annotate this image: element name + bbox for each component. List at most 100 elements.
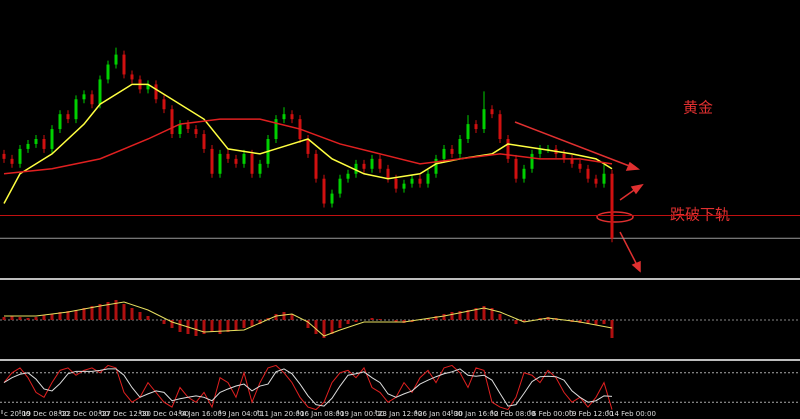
candle-body	[242, 153, 246, 164]
candle-body	[258, 163, 262, 174]
candle-body	[354, 163, 358, 174]
arrowhead	[631, 260, 641, 273]
candle-body	[458, 139, 462, 154]
candle-body	[178, 124, 182, 135]
candle-body	[130, 74, 134, 80]
moving-average	[3, 83, 613, 204]
candle-body	[82, 94, 86, 100]
arrow	[619, 231, 638, 266]
candle-body	[170, 109, 174, 135]
x-tick-label: 23 Jan 12:00	[378, 410, 422, 418]
candle-body	[466, 124, 470, 139]
candle-body	[306, 139, 310, 154]
oscillator-line	[3, 368, 613, 407]
arrow	[514, 121, 633, 168]
candle-body	[322, 178, 326, 204]
x-tick-label: 2 Feb 08:00	[494, 410, 535, 418]
candle-body	[378, 158, 382, 169]
candle-body	[594, 178, 598, 184]
candle-body	[538, 148, 542, 154]
candle-body	[58, 114, 62, 130]
candle-body	[346, 173, 350, 179]
x-tick-label: 26 Jan 04:00	[418, 410, 462, 418]
x-tick-label: 19 Jan 00:00	[340, 410, 384, 418]
candle-body	[570, 158, 574, 164]
candle-body	[402, 183, 406, 189]
candle-body	[450, 148, 454, 154]
x-tick-label: 27 Dec 12:00	[102, 410, 149, 418]
arrowhead	[625, 161, 641, 171]
x-tick-label: 30 Dec 04:00	[142, 410, 189, 418]
x-tick-label: 16 Jan 08:00	[300, 410, 344, 418]
candle-body	[370, 158, 374, 169]
candle-body	[586, 168, 590, 179]
candle-body	[186, 124, 190, 130]
candle-body	[50, 129, 54, 149]
annotation: 黄金	[683, 99, 713, 117]
candle-body	[226, 153, 230, 159]
x-tick-label: 6 Feb 00:00	[532, 410, 573, 418]
candle-body	[314, 153, 318, 179]
x-tick-label: c 20:00	[4, 410, 30, 418]
candle-body	[602, 173, 606, 184]
moving-average	[3, 118, 613, 175]
candle-body	[362, 163, 366, 169]
signal-line	[4, 301, 613, 337]
candle-body	[498, 114, 502, 139]
annotation-arrows	[514, 121, 644, 273]
candle-body	[218, 153, 222, 174]
candle-body	[194, 129, 198, 135]
x-tick-label: 14 Feb 00:00	[610, 410, 656, 418]
x-tick-label: 4 Jan 16:00	[182, 410, 222, 418]
candle-body	[426, 173, 430, 184]
candle-body	[66, 114, 70, 120]
candle-body	[514, 158, 518, 179]
candle-body	[98, 79, 102, 105]
candle-body	[330, 193, 334, 204]
candle-body	[2, 153, 6, 159]
candle-body	[442, 148, 446, 159]
candle-body	[434, 158, 438, 174]
candle-body	[114, 54, 118, 65]
candle-body	[106, 64, 110, 80]
x-tick-label: 30 Jan 16:00	[454, 410, 498, 418]
candle-body	[90, 94, 94, 105]
highlight-ellipse	[596, 211, 634, 223]
candle-body	[234, 158, 238, 164]
candle-body	[146, 84, 150, 90]
x-tick-label: 9 Jan 04:00	[222, 410, 262, 418]
candle-body	[210, 148, 214, 174]
arrowhead	[630, 183, 644, 195]
candle-body	[530, 153, 534, 169]
candle-body	[410, 178, 414, 184]
candle-body	[202, 134, 206, 149]
candle-body	[154, 84, 158, 100]
candle-body	[282, 114, 286, 120]
candle-body	[418, 178, 422, 184]
candle-body	[562, 153, 566, 159]
candle-body	[386, 168, 390, 179]
annotation: 跌破下轨	[670, 206, 730, 224]
candle-body	[490, 109, 494, 115]
candle-body	[474, 124, 478, 130]
candle-body	[482, 109, 486, 130]
x-tick-label: 22 Dec 00:00	[62, 410, 109, 418]
candle-body	[506, 139, 510, 159]
x-tick-label: 9 Feb 12:00	[572, 410, 613, 418]
candle-body	[10, 158, 14, 164]
candle-body	[122, 54, 126, 75]
candle-body	[522, 168, 526, 179]
candle-body	[42, 139, 46, 149]
candle-body	[250, 153, 254, 174]
candle-body	[578, 163, 582, 169]
candle-body	[274, 119, 278, 139]
candle-body	[290, 114, 294, 120]
candle-body	[34, 139, 38, 144]
candle-body	[18, 148, 22, 164]
candle-body	[26, 143, 30, 149]
candle-body	[394, 178, 398, 189]
candle-body	[74, 99, 78, 120]
